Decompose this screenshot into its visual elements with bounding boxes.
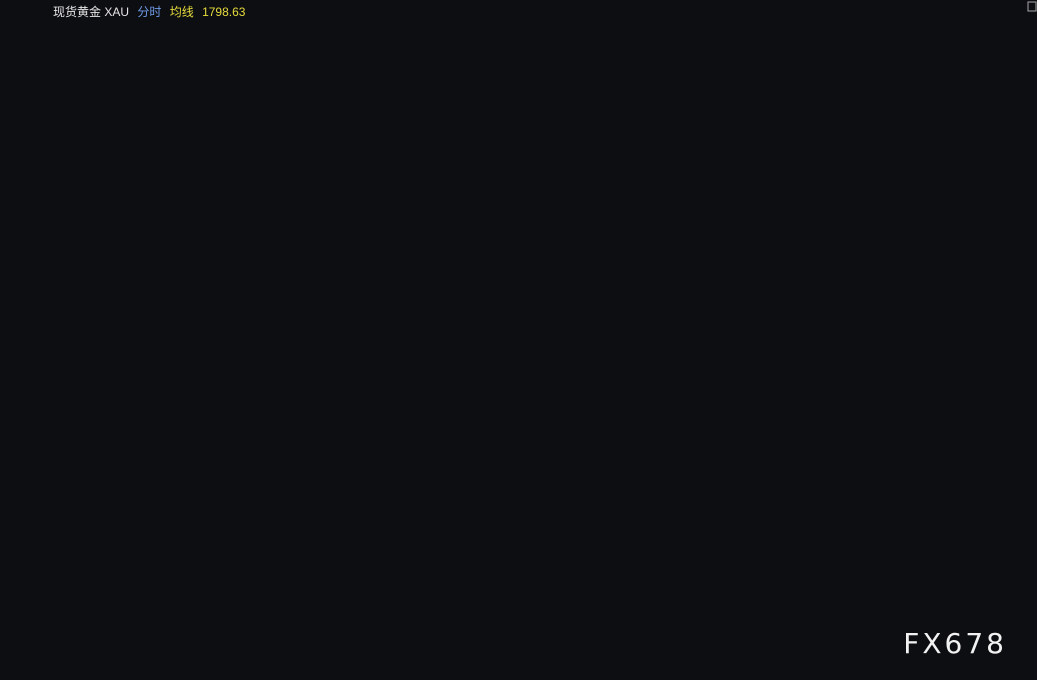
legend-entry: 均线 <box>169 5 194 19</box>
legend-value: 1798.63 <box>202 5 246 19</box>
header: 现货黄金 XAU 分时 均线 1798.63 <box>53 3 250 20</box>
legend-entry: 分时 <box>137 5 162 19</box>
chart-title: 现货黄金 XAU <box>53 5 130 19</box>
watermark: FX678 <box>903 627 1007 660</box>
corner-icon[interactable] <box>1027 1 1037 12</box>
